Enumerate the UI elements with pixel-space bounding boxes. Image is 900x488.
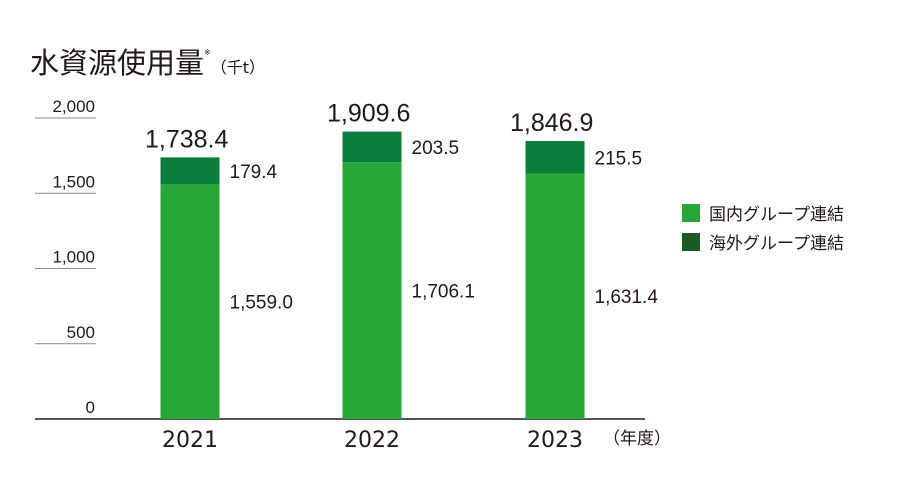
bar-segment <box>525 173 585 419</box>
legend-swatch-overseas <box>682 232 700 251</box>
legend: 国内グループ連結 海外グループ連結 <box>682 198 844 256</box>
legend-swatch-domestic <box>682 203 700 222</box>
legend-item-overseas: 海外グループ連結 <box>682 227 844 256</box>
x-tick-label: 2023 <box>527 428 583 453</box>
bar-segment <box>160 157 220 185</box>
legend-item-domestic: 国内グループ連結 <box>682 198 844 227</box>
y-tick-label: 2,000 <box>52 97 95 116</box>
y-tick-label: 0 <box>86 398 95 417</box>
bar-segment <box>342 162 402 420</box>
segment-value-label: 215.5 <box>595 148 643 169</box>
y-tick-label: 1,500 <box>52 172 95 191</box>
chart-title: 水資源使用量※（千t） <box>30 40 265 82</box>
total-value-label: 1,846.9 <box>510 109 593 137</box>
bar-segment <box>525 141 585 174</box>
total-value-label: 1,738.4 <box>145 125 229 153</box>
segment-value-label: 1,631.4 <box>595 287 659 308</box>
x-tick-label: 2021 <box>162 428 218 453</box>
x-tick-label: 2022 <box>344 428 400 453</box>
legend-label-overseas: 海外グループ連結 <box>709 234 844 254</box>
total-value-label: 1,909.6 <box>327 100 410 128</box>
segment-value-label: 203.5 <box>412 138 460 159</box>
chart-title-note-mark: ※ <box>204 48 211 57</box>
segment-value-label: 1,706.1 <box>412 282 475 303</box>
y-tick-label: 1,000 <box>52 248 95 267</box>
y-tick-label: 500 <box>67 323 95 342</box>
x-axis-unit-label: （年度） <box>603 429 671 449</box>
chart-title-unit: （千t） <box>210 58 265 77</box>
legend-label-domestic: 国内グループ連結 <box>709 205 844 225</box>
segment-value-label: 1,559.0 <box>230 293 293 314</box>
segment-value-label: 179.4 <box>230 162 278 183</box>
bar-segment <box>342 131 402 163</box>
bar-segment <box>160 184 220 419</box>
chart-title-text: 水資源使用量 <box>30 46 205 80</box>
